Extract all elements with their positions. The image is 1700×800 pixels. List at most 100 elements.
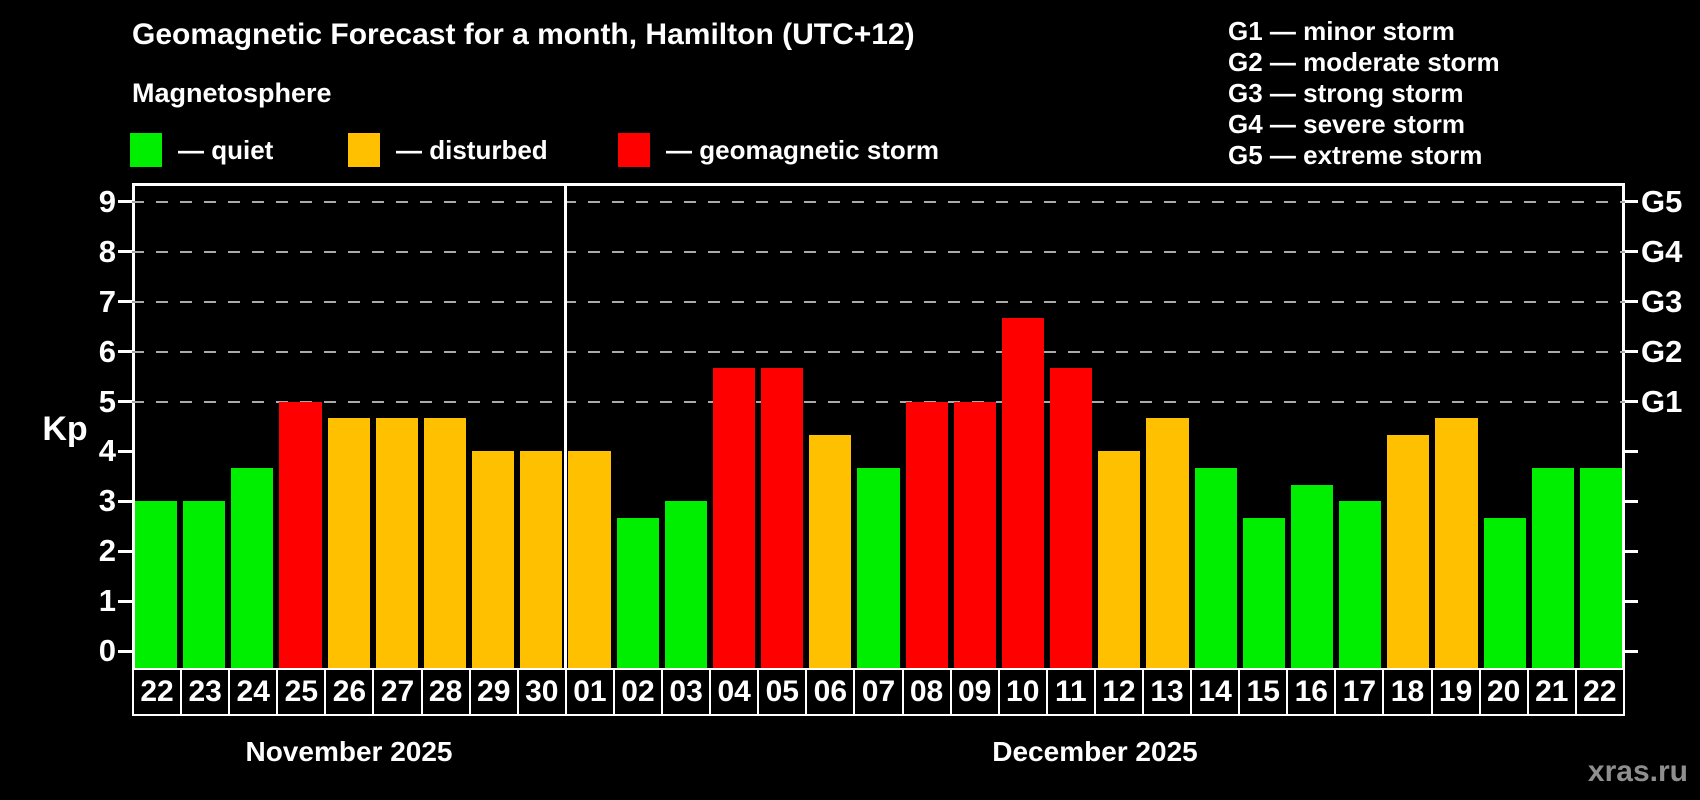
disturbed-legend-label: — disturbed	[396, 135, 548, 165]
subtitle-magnetosphere: Magnetosphere	[132, 78, 332, 108]
kp-bar	[135, 501, 178, 668]
y-tick-label: 8	[98, 233, 116, 269]
day-label-box: 25	[278, 670, 327, 714]
plot-top-border	[132, 183, 1625, 186]
y-axis-tick-right	[1625, 400, 1638, 403]
quiet-legend-label: — quiet	[178, 135, 274, 165]
g-scale-legend-line: G3 — strong storm	[1228, 78, 1464, 108]
y-tick-label: 9	[98, 183, 116, 219]
kp-bar	[857, 467, 900, 668]
kp-bar	[568, 451, 611, 668]
day-label-box: 14	[1192, 670, 1241, 714]
day-label-box: 24	[230, 670, 279, 714]
y-tick-label: 6	[98, 333, 116, 369]
day-label-box: 22	[1583, 675, 1617, 708]
kp-bar	[664, 501, 707, 668]
y-tick-label: 0	[98, 633, 116, 668]
kp-bar	[1290, 484, 1334, 668]
x-axis-day-row: 22 23 24 25 26 27 28 29 30 01 02 03 04 05 06 07 08 09 10 11…	[132, 668, 1625, 716]
day-label-box: 20	[1481, 670, 1529, 714]
kp-bar	[327, 417, 370, 668]
kp-bar	[423, 417, 467, 668]
y-axis-tick-right	[1625, 449, 1638, 453]
day-label-box: 18	[1384, 670, 1433, 714]
g-tick-label: G5	[1641, 183, 1683, 219]
kp-bar	[761, 368, 804, 668]
y-axis-tick-left	[118, 499, 132, 503]
g-tick-label: G2	[1641, 333, 1683, 369]
day-label-box: 08	[904, 670, 952, 714]
kp-bar	[1098, 451, 1141, 668]
kp-bar	[1339, 501, 1382, 668]
y-axis-tick-right	[1625, 649, 1638, 653]
gridline-kp6	[132, 350, 1625, 353]
day-label-box: 19	[1433, 670, 1481, 714]
day-label-box: 23	[182, 670, 231, 714]
y-axis-tick-right	[1625, 200, 1638, 204]
day-label-box: 28	[423, 670, 471, 714]
kp-bar	[712, 368, 756, 668]
day-label-box: 22	[134, 670, 183, 714]
month-label-december: December 2025	[992, 736, 1198, 767]
y-axis-tick-right	[1625, 499, 1638, 503]
gridline-kp7	[132, 300, 1625, 303]
day-label-box: 17	[1336, 670, 1385, 714]
day-label-box: 01	[567, 670, 615, 714]
day-label-box: 04	[711, 670, 760, 714]
kp-bar	[472, 451, 515, 668]
month-divider-line	[563, 183, 567, 668]
g-scale-legend-line: G5 — extreme storm	[1228, 140, 1483, 170]
kp-bar	[1483, 517, 1526, 668]
gridline-kp8	[132, 250, 1625, 253]
kp-bar	[183, 501, 226, 668]
day-label-box: 06	[807, 670, 856, 714]
g-tick-label: G3	[1641, 283, 1683, 319]
disturbed-legend-swatch	[348, 133, 380, 167]
g-scale-legend-line: G2 — moderate storm	[1228, 47, 1500, 77]
day-label-box: 26	[326, 670, 375, 714]
g-tick-label: G1	[1641, 383, 1683, 419]
storm-legend-swatch	[618, 133, 650, 167]
y-axis-tick-left	[118, 549, 132, 553]
kp-bar	[905, 401, 948, 668]
g-scale-legend-line: G1 — minor storm	[1228, 16, 1455, 46]
kp-bar	[231, 467, 274, 668]
y-tick-label: 3	[98, 483, 116, 519]
plot-area	[132, 183, 1625, 668]
kp-bar	[1194, 467, 1237, 668]
y-axis-right	[1622, 183, 1625, 668]
kp-bar	[616, 517, 659, 668]
watermark-xras: xras.ru	[1587, 755, 1688, 788]
quiet-legend-swatch	[130, 133, 162, 167]
day-label-box: 07	[855, 670, 904, 714]
y-axis-tick-right	[1625, 549, 1638, 553]
day-label-box: 21	[1529, 670, 1577, 714]
kp-bar	[1146, 417, 1189, 668]
month-label-november: November 2025	[245, 736, 453, 767]
y-axis-tick-left	[118, 599, 132, 603]
y-axis-title: Kp	[42, 410, 88, 448]
day-label-box: 13	[1144, 670, 1193, 714]
y-tick-label: 5	[98, 383, 116, 419]
day-label-box: 10	[1000, 670, 1048, 714]
storm-legend-label: — geomagnetic storm	[666, 135, 940, 165]
y-tick-label: 7	[98, 283, 116, 319]
day-label-box: 02	[615, 670, 664, 714]
y-axis-left	[132, 183, 135, 668]
y-tick-label: 1	[98, 583, 116, 619]
y-tick-label: 4	[98, 433, 116, 469]
y-axis-tick-right	[1625, 599, 1638, 603]
gridline-kp5	[132, 400, 1625, 403]
day-label-box: 15	[1240, 670, 1289, 714]
kp-bar	[953, 401, 996, 668]
y-axis-tick-right	[1625, 350, 1638, 354]
y-axis-tick-left	[118, 350, 132, 354]
g-scale-legend-line: G4 — severe storm	[1228, 109, 1466, 139]
y-axis-tick-left	[118, 300, 132, 304]
day-label-box: 11	[1048, 670, 1096, 714]
kp-bar	[1001, 318, 1045, 668]
g-tick-label: G4	[1641, 233, 1683, 269]
g-scale-legend: G1 — minor storm G2 — moderate storm G3 — …	[1228, 16, 1500, 171]
day-label-box: 03	[663, 670, 712, 714]
